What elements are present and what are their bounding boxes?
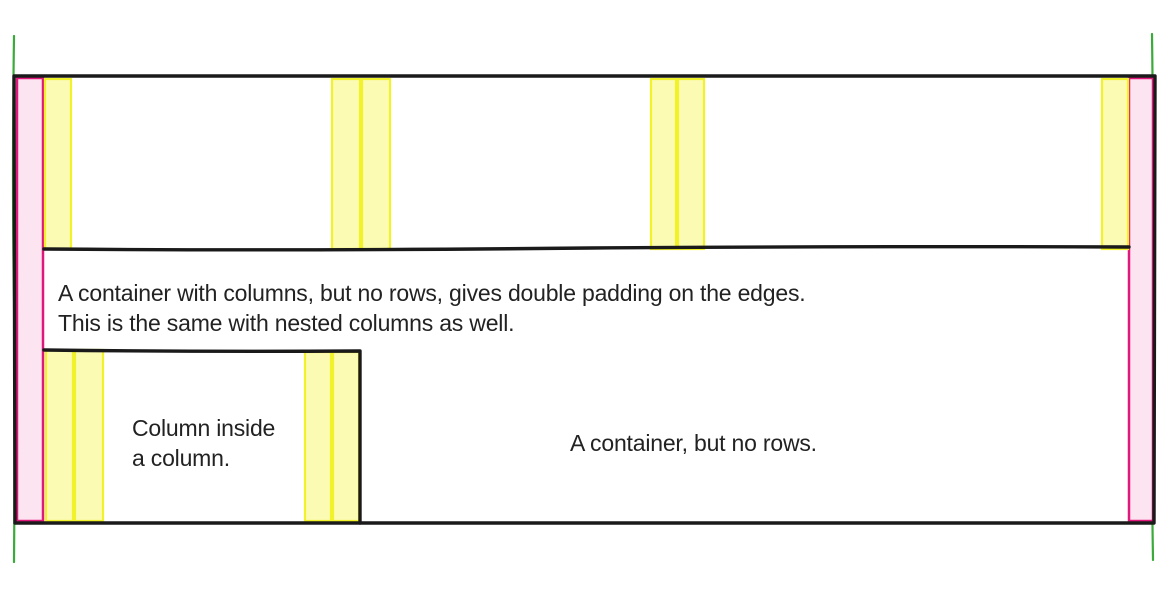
container-no-rows-note: A container, but no rows. — [570, 430, 817, 456]
container-columns-note: A container with columns, but no rows, g… — [58, 278, 806, 338]
container-padding-strips — [15, 76, 1155, 523]
col-1-right-padding — [330, 77, 362, 251]
outer-container-border — [12, 74, 1157, 525]
col-3-right-padding — [1100, 77, 1130, 251]
outer-col-right-padding — [331, 350, 361, 523]
col-2-right-padding — [649, 77, 678, 251]
nested-column-note-line-1: Column inside — [132, 415, 276, 441]
nested-column-note: Column inside a column. — [132, 413, 275, 473]
col-3-left-padding — [676, 77, 706, 251]
right-container-padding — [1127, 76, 1155, 523]
container-columns-note-line-2: This is the same with nested columns as … — [58, 310, 515, 336]
nested-column-note-line-2: a column. — [132, 445, 230, 471]
col-1-left-padding — [43, 77, 73, 251]
col-2-left-padding — [360, 77, 392, 251]
container-columns-note-line-1: A container with columns, but no rows, g… — [58, 280, 806, 306]
left-container-padding — [15, 76, 45, 523]
nested-column-border — [42, 348, 362, 525]
container-borders — [12, 74, 1157, 525]
column-padding-strips — [43, 77, 1130, 523]
columns-row-bottom-border — [42, 244, 1131, 252]
nested-col-left-padding — [73, 348, 105, 523]
outer-col-left-padding — [44, 348, 75, 523]
nested-col-right-padding — [303, 350, 333, 523]
